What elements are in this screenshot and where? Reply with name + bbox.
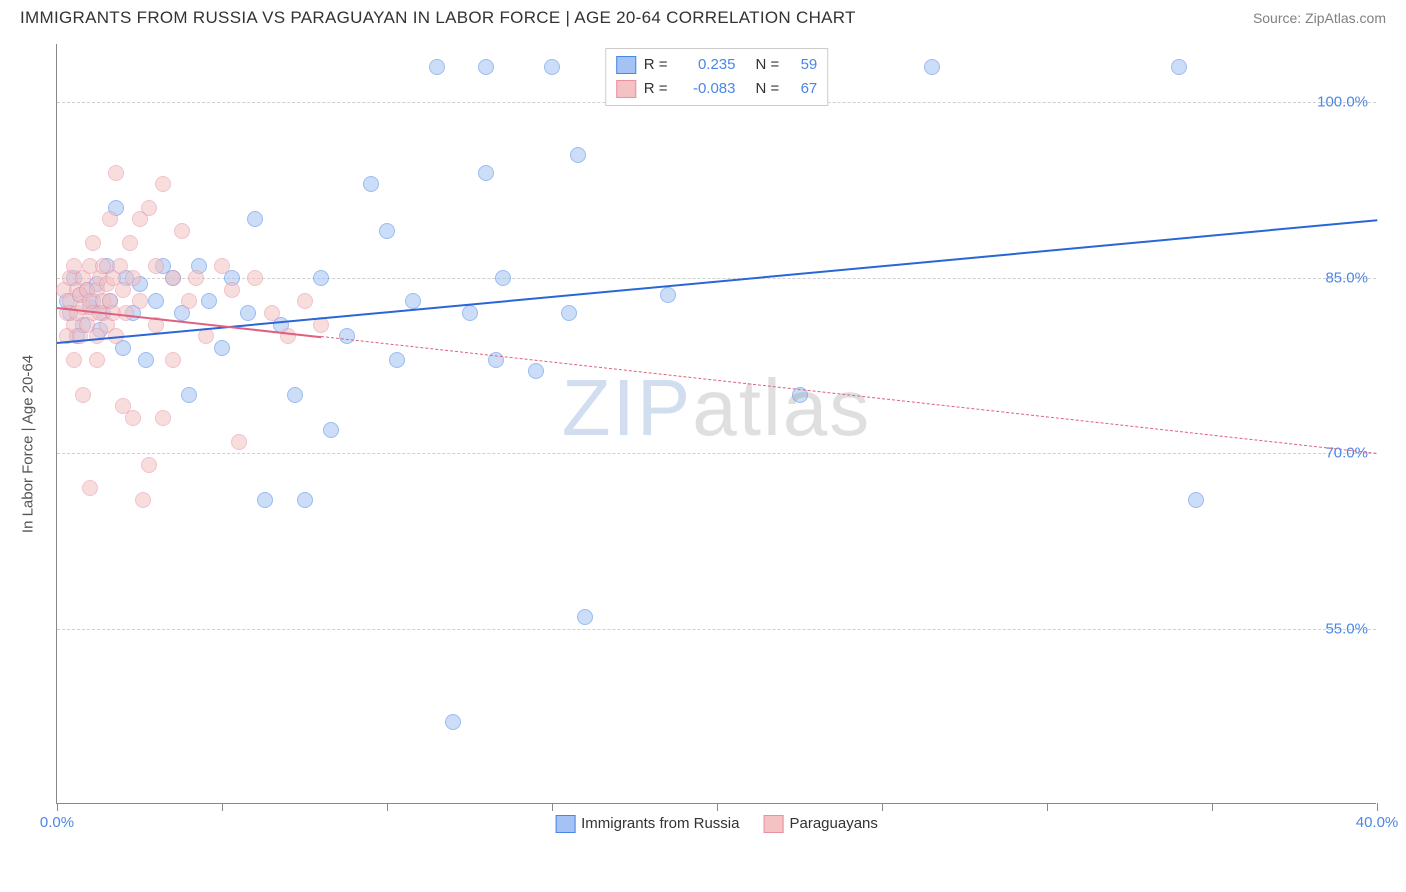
data-point (287, 387, 303, 403)
data-point (445, 714, 461, 730)
data-point (405, 293, 421, 309)
x-tick (552, 803, 553, 811)
data-point (141, 200, 157, 216)
gridline (57, 453, 1376, 454)
data-point (102, 211, 118, 227)
data-point (528, 363, 544, 379)
data-point (82, 480, 98, 496)
data-point (148, 293, 164, 309)
data-point (214, 258, 230, 274)
data-point (339, 328, 355, 344)
data-point (89, 352, 105, 368)
y-tick-label: 85.0% (1325, 269, 1368, 286)
data-point (181, 387, 197, 403)
x-tick (57, 803, 58, 811)
data-point (138, 352, 154, 368)
data-point (561, 305, 577, 321)
legend-row: R =-0.083N =67 (616, 77, 818, 101)
data-point (247, 270, 263, 286)
data-point (155, 410, 171, 426)
data-point (148, 258, 164, 274)
x-tick (717, 803, 718, 811)
data-point (429, 59, 445, 75)
data-point (1188, 492, 1204, 508)
data-point (323, 422, 339, 438)
data-point (224, 282, 240, 298)
series-legend: Immigrants from Russia Paraguayans (555, 815, 878, 833)
data-point (924, 59, 940, 75)
data-point (247, 211, 263, 227)
data-point (201, 293, 217, 309)
gridline (57, 629, 1376, 630)
data-point (141, 457, 157, 473)
data-point (181, 293, 197, 309)
x-tick (882, 803, 883, 811)
data-point (66, 352, 82, 368)
data-point (660, 287, 676, 303)
data-point (297, 293, 313, 309)
x-tick-label: 0.0% (40, 814, 74, 831)
data-point (577, 609, 593, 625)
data-point (297, 492, 313, 508)
x-tick (1377, 803, 1378, 811)
data-point (1171, 59, 1187, 75)
data-point (75, 387, 91, 403)
data-point (478, 59, 494, 75)
legend-swatch (616, 56, 636, 74)
data-point (363, 176, 379, 192)
data-point (462, 305, 478, 321)
data-point (231, 434, 247, 450)
data-point (135, 492, 151, 508)
data-point (108, 165, 124, 181)
chart-title: IMMIGRANTS FROM RUSSIA VS PARAGUAYAN IN … (20, 8, 856, 28)
data-point (122, 235, 138, 251)
legend-swatch (555, 815, 575, 833)
data-point (313, 270, 329, 286)
x-tick (222, 803, 223, 811)
correlation-legend: R =0.235N =59R =-0.083N =67 (605, 48, 829, 106)
data-point (495, 270, 511, 286)
trend-line (321, 336, 1377, 454)
y-tick-label: 55.0% (1325, 620, 1368, 637)
data-point (118, 305, 134, 321)
data-point (544, 59, 560, 75)
data-point (85, 235, 101, 251)
chart-container: In Labor Force | Age 20-64 ZIPatlas R =0… (40, 44, 1386, 844)
data-point (125, 410, 141, 426)
data-point (240, 305, 256, 321)
y-tick-label: 100.0% (1317, 94, 1368, 111)
data-point (389, 352, 405, 368)
data-point (188, 270, 204, 286)
x-tick (387, 803, 388, 811)
watermark: ZIPatlas (562, 362, 871, 454)
y-axis-label: In Labor Force | Age 20-64 (20, 355, 37, 533)
legend-item: Paraguayans (763, 815, 877, 833)
legend-item: Immigrants from Russia (555, 815, 739, 833)
data-point (214, 340, 230, 356)
plot-area: ZIPatlas R =0.235N =59R =-0.083N =67 Imm… (56, 44, 1376, 804)
data-point (132, 293, 148, 309)
data-point (165, 352, 181, 368)
data-point (155, 176, 171, 192)
data-point (280, 328, 296, 344)
legend-row: R =0.235N =59 (616, 53, 818, 77)
legend-swatch (616, 80, 636, 98)
data-point (125, 270, 141, 286)
data-point (478, 165, 494, 181)
legend-swatch (763, 815, 783, 833)
data-point (165, 270, 181, 286)
data-point (379, 223, 395, 239)
x-tick (1047, 803, 1048, 811)
data-point (112, 258, 128, 274)
data-point (264, 305, 280, 321)
x-tick (1212, 803, 1213, 811)
x-tick-label: 40.0% (1356, 814, 1399, 831)
data-point (570, 147, 586, 163)
source-label: Source: ZipAtlas.com (1253, 10, 1386, 26)
data-point (174, 223, 190, 239)
data-point (257, 492, 273, 508)
